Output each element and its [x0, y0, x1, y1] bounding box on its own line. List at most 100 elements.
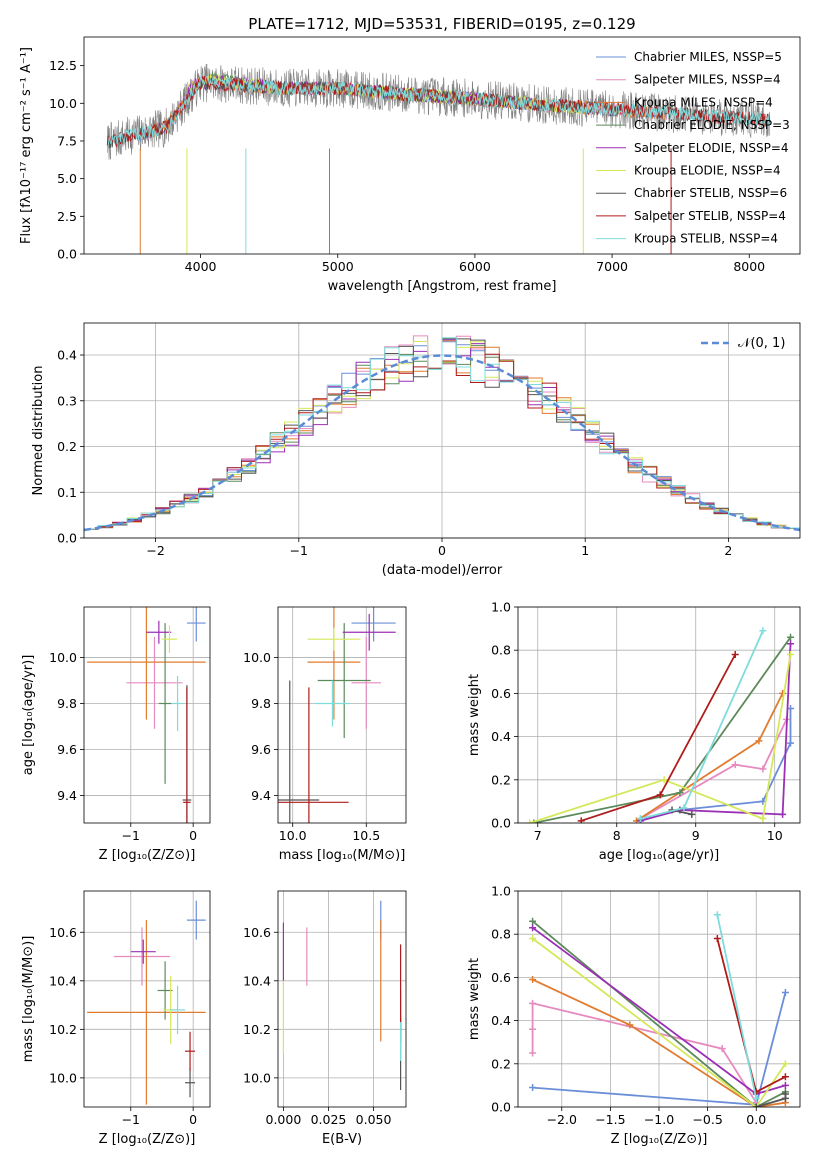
mass-weight-point: [752, 1103, 760, 1107]
y-tick-label: 10.6: [49, 925, 77, 940]
plot-area: [282, 900, 402, 1091]
y-tick-label: 0.0: [57, 247, 77, 262]
y-tick-label: 12.5: [49, 58, 77, 73]
x-tick-label: 0.0: [746, 1112, 766, 1127]
mass-weight-point: [713, 935, 721, 943]
mass-weight-vs-metallicity-panel: −2.0 −1.5 −1.0 −0.5 0.0 0.0 0.2 0.4 0.6 0.8 1.0 Z […: [467, 884, 801, 1147]
y-tick-label: 0.2: [491, 1056, 511, 1071]
residual-histogram-panel: −2 −1 0 1 2 0.0 0.1 0.2 0.3 0.4 (data-model)/error…: [31, 322, 801, 578]
x-tick-label: 1: [581, 543, 589, 558]
y-axis-label: mass [log₁₀(M/M⊙)]: [21, 936, 36, 1063]
y-tick-label: 0.6: [491, 970, 511, 985]
x-axis-label: wavelength [Angstrom, rest frame]: [328, 279, 557, 294]
y-tick-label: 9.6: [251, 742, 271, 757]
y-axis-label: mass weight: [467, 958, 482, 1040]
mass-weight-point: [759, 815, 767, 823]
x-tick-label: 10.5: [352, 828, 380, 843]
x-tick-label: −0.5: [692, 1112, 722, 1127]
x-tick-label: 0.025: [311, 1112, 347, 1127]
mass-weight-line: [580, 654, 736, 822]
x-axis-label: Z [log₁₀(Z/Z⊙)]: [99, 1132, 196, 1147]
x-tick-label: 0: [438, 543, 446, 558]
mass-weight-point: [656, 791, 664, 799]
y-tick-label: 5.0: [57, 171, 77, 186]
y-axis-label: Normed distribution: [31, 366, 46, 496]
mass-weight-point: [660, 776, 668, 784]
plot-area: [87, 900, 206, 1105]
mass-weight-point: [787, 640, 795, 648]
mass-weight-point: [529, 924, 537, 932]
age-vs-metallicity-panel: −1 0 9.4 9.6 9.8 10.0 Z [log₁₀(Z/Z⊙)] age [log₁…: [21, 606, 211, 863]
axes-frame: [83, 606, 211, 824]
mass-weight-point: [731, 761, 739, 769]
y-tick-label: 7.5: [57, 133, 77, 148]
mass-weight-point: [529, 1084, 537, 1092]
mass-weight-point: [781, 1090, 789, 1098]
mass-weight-point: [577, 817, 585, 823]
y-tick-label: 9.4: [251, 788, 271, 803]
y-tick-label: 0.0: [491, 816, 511, 831]
x-tick-label: 5000: [322, 259, 354, 274]
mass-weight-line: [532, 978, 786, 1107]
y-tick-label: 9.6: [57, 742, 77, 757]
y-tick-label: 0.4: [57, 348, 77, 363]
residual-histogram: [84, 337, 800, 530]
x-tick-label: 7000: [596, 259, 628, 274]
mass-weight-point: [529, 1049, 537, 1057]
y-tick-label: 9.8: [251, 696, 271, 711]
plot-area: [106, 63, 771, 254]
x-axis-label: Z [log₁₀(Z/Z⊙)]: [611, 1132, 708, 1147]
y-axis-label: age [log₁₀(age/yr)]: [21, 655, 36, 776]
y-tick-label: 9.8: [57, 696, 77, 711]
x-tick-label: −2.0: [547, 1112, 577, 1127]
mass-weight-point: [529, 917, 537, 925]
y-tick-label: 10.2: [243, 1022, 271, 1037]
x-tick-label: 0.050: [356, 1112, 392, 1127]
y-tick-label: 10.0: [49, 650, 77, 665]
chart-title: PLATE=1712, MJD=53531, FIBERID=0195, z=0…: [248, 15, 635, 33]
axes-frame: [277, 890, 407, 1108]
mass-weight-point: [781, 1060, 789, 1068]
mass-weight-line: [640, 643, 792, 822]
x-tick-label: 7: [534, 828, 542, 843]
mass-weight-point: [752, 1094, 760, 1102]
legend-label: Kroupa STELIB, NSSP=4: [634, 232, 778, 246]
x-tick-label: 8: [613, 828, 621, 843]
y-tick-label: 0.8: [491, 927, 511, 942]
x-axis-label: (data-model)/error: [382, 563, 503, 578]
gaussian-curve: [84, 354, 800, 532]
plot-area: [87, 607, 206, 823]
plot-area: [278, 607, 396, 823]
y-tick-label: 2.5: [57, 209, 77, 224]
x-tick-label: 0: [189, 1112, 197, 1127]
mass-weight-point: [529, 999, 537, 1007]
mass-weight-point: [787, 651, 795, 659]
y-tick-label: 0.0: [491, 1100, 511, 1115]
mass-weight-point: [781, 1081, 789, 1089]
x-tick-label: 8000: [733, 259, 765, 274]
y-axis-label: mass weight: [467, 674, 482, 756]
x-tick-label: −1.5: [595, 1112, 625, 1127]
mass-weight-point: [713, 911, 721, 919]
axes-frame: [517, 606, 801, 824]
mass-weight-point: [680, 804, 688, 812]
mass-weight-line: [529, 654, 792, 823]
legend-label: Kroupa MILES, NSSP=4: [634, 95, 773, 109]
y-tick-label: 0.6: [491, 686, 511, 701]
y-tick-label: 10.4: [243, 973, 271, 988]
legend-label: Salpeter ELODIE, NSSP=4: [634, 141, 789, 155]
mass-weight-point: [731, 651, 739, 659]
mass-weight-point: [529, 976, 537, 984]
y-tick-label: 0.3: [57, 393, 77, 408]
age-vs-mass-panel: 10.0 10.5 9.4 9.6 9.8 10.0 mass [log₁₀(M/M⊙)]: [243, 606, 407, 863]
x-axis-label: E(B-V): [322, 1132, 362, 1147]
y-tick-label: 10.2: [49, 1022, 77, 1037]
mass-weight-line: [716, 914, 758, 1099]
y-tick-label: 10.0: [243, 650, 271, 665]
x-tick-label: 9: [692, 828, 700, 843]
y-tick-label: 1.0: [491, 884, 511, 899]
y-tick-label: 0.4: [491, 729, 511, 744]
mass-weight-vs-age-panel: 7 8 9 10 0.0 0.2 0.4 0.6 0.8 1.0 age [log₁₀(age/yr…: [467, 600, 801, 863]
x-tick-label: −1: [122, 1112, 140, 1127]
